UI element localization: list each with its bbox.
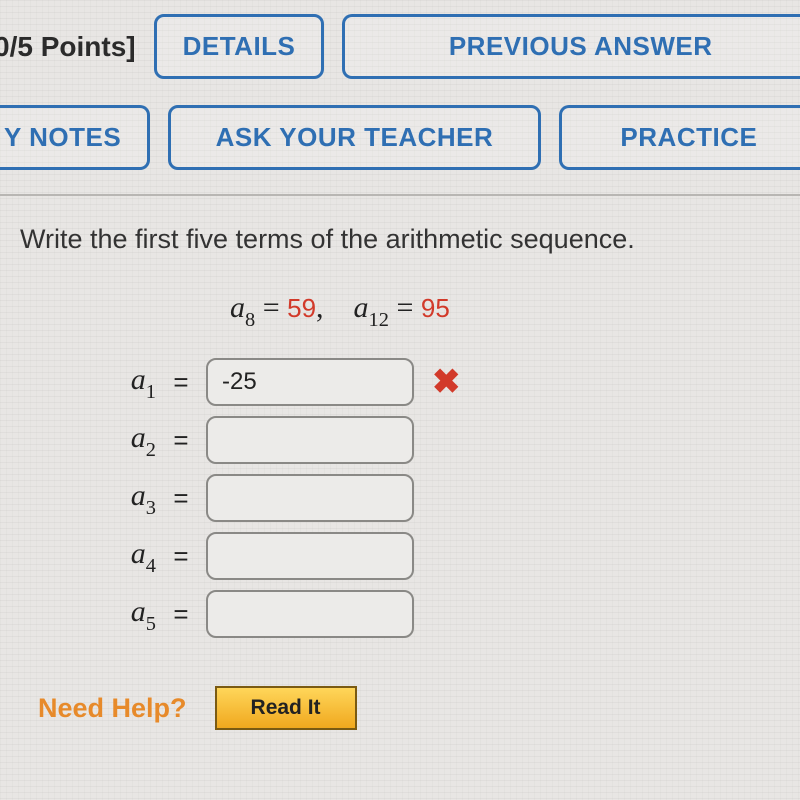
header-row-1: 0/5 Points] DETAILS PREVIOUS ANSWER	[0, 8, 800, 85]
given-sub-2: 12	[369, 309, 389, 331]
help-row: Need Help? Read It	[20, 686, 780, 730]
term-row: a1 = ✖	[98, 358, 780, 406]
answer-input-a1[interactable]	[206, 358, 414, 406]
given-val-1: 59	[287, 293, 316, 323]
wrong-icon: ✖	[432, 362, 461, 402]
answer-input-a2[interactable]	[206, 416, 414, 464]
equals-sign: =	[170, 425, 192, 456]
question-prompt: Write the first five terms of the arithm…	[20, 224, 780, 255]
points-label: 0/5 Points]	[0, 14, 136, 79]
header-button-rows: 0/5 Points] DETAILS PREVIOUS ANSWER Y NO…	[0, 0, 800, 196]
term-label: a1	[98, 363, 156, 402]
read-it-button[interactable]: Read It	[215, 686, 357, 730]
equals-sign: =	[170, 541, 192, 572]
details-button[interactable]: DETAILS	[154, 14, 325, 79]
term-label: a4	[98, 537, 156, 576]
need-help-label: Need Help?	[38, 693, 187, 724]
term-label: a5	[98, 595, 156, 634]
answer-input-a4[interactable]	[206, 532, 414, 580]
ask-teacher-button[interactable]: ASK YOUR TEACHER	[168, 105, 541, 170]
answer-input-a3[interactable]	[206, 474, 414, 522]
term-label: a2	[98, 421, 156, 460]
given-values: a8 = 59, a12 = 95	[20, 291, 780, 330]
given-val-2: 95	[421, 293, 450, 323]
answer-input-a5[interactable]	[206, 590, 414, 638]
given-var-2: a	[354, 291, 369, 324]
equals-sign: =	[170, 367, 192, 398]
previous-answers-button[interactable]: PREVIOUS ANSWER	[342, 14, 800, 79]
equals-sign: =	[170, 483, 192, 514]
header-row-2: Y NOTES ASK YOUR TEACHER PRACTICE	[0, 99, 800, 176]
question-content: Write the first five terms of the arithm…	[0, 196, 800, 730]
given-sub-1: 8	[245, 309, 255, 331]
term-row: a4 =	[98, 532, 780, 580]
given-var-1: a	[230, 291, 245, 324]
term-row: a3 =	[98, 474, 780, 522]
practice-button[interactable]: PRACTICE	[559, 105, 800, 170]
answer-terms: a1 = ✖ a2 = a3 = a4 = a5 =	[20, 358, 780, 638]
my-notes-button[interactable]: Y NOTES	[0, 105, 150, 170]
term-row: a2 =	[98, 416, 780, 464]
term-row: a5 =	[98, 590, 780, 638]
term-label: a3	[98, 479, 156, 518]
equals-sign: =	[170, 599, 192, 630]
